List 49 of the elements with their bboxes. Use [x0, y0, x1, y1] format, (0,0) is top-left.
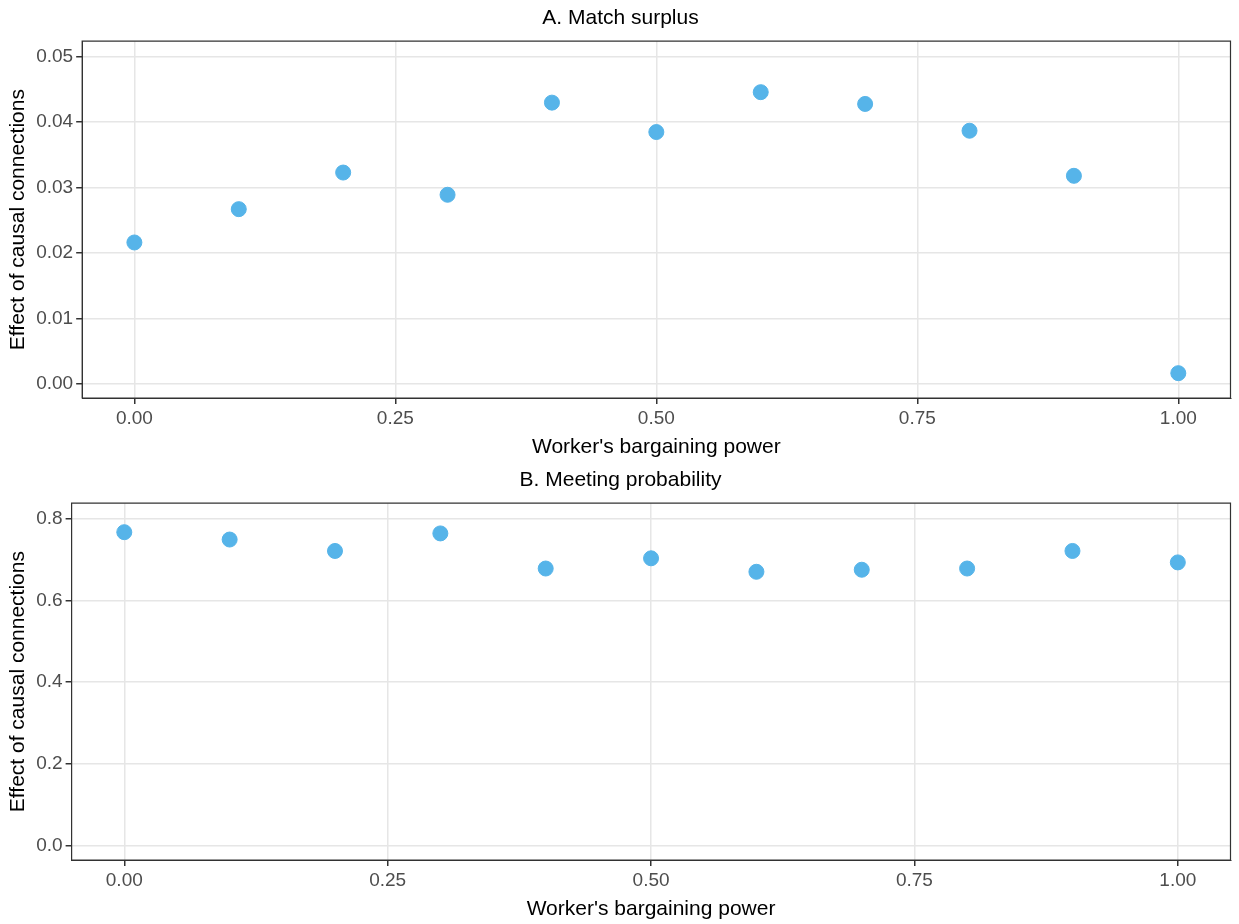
point	[327, 542, 343, 559]
point	[432, 525, 449, 542]
x-tick-label: 0.00	[115, 406, 153, 428]
y-tick-label: 0.04	[36, 110, 74, 132]
x-tick-label: 0.00	[105, 868, 143, 890]
y-tick-label: 0.05	[36, 45, 74, 67]
x-tick-label: 0.75	[895, 868, 933, 890]
y-tick-label: 0.01	[36, 306, 74, 328]
point	[961, 122, 978, 139]
y-tick-label: 0.03	[36, 175, 74, 197]
y-tick-label: 0.4	[36, 670, 64, 692]
point	[230, 201, 247, 218]
point	[335, 164, 352, 181]
point	[1064, 542, 1081, 559]
point	[1065, 167, 1082, 184]
y-tick-label: 0.6	[36, 588, 63, 610]
point	[752, 84, 769, 101]
point	[959, 560, 976, 577]
x-tick-label: 1.00	[1159, 406, 1197, 428]
x-axis-title: Worker's bargaining power	[531, 434, 781, 458]
y-tick-label: 0.00	[36, 371, 74, 393]
point	[537, 560, 554, 577]
y-axis-title: Effect of causal connections	[5, 551, 29, 813]
point	[116, 524, 133, 541]
point	[853, 561, 870, 578]
point	[126, 234, 143, 251]
x-tick-label: 0.25	[369, 868, 407, 890]
x-tick-label: 0.25	[376, 406, 414, 428]
x-axis-title: Worker's bargaining power	[526, 896, 776, 920]
point	[1170, 365, 1187, 382]
point	[439, 186, 456, 203]
point	[643, 550, 660, 567]
point	[648, 124, 665, 141]
point	[857, 95, 874, 112]
chart-title: B. Meeting probability	[519, 467, 722, 491]
point	[1169, 554, 1186, 571]
x-tick-label: 0.75	[898, 406, 936, 428]
y-tick-label: 0.2	[36, 751, 63, 773]
point	[748, 563, 765, 580]
point	[543, 94, 560, 111]
x-tick-label: 0.50	[632, 868, 670, 890]
y-tick-label: 0.02	[36, 241, 74, 263]
y-tick-label: 0.8	[36, 506, 63, 528]
x-tick-label: 0.50	[637, 406, 675, 428]
chart-title: A. Match surplus	[542, 5, 699, 29]
x-tick-label: 1.00	[1159, 868, 1197, 890]
point	[221, 531, 238, 548]
y-tick-label: 0.0	[36, 833, 63, 855]
y-axis-title: Effect of causal connections	[5, 89, 29, 351]
